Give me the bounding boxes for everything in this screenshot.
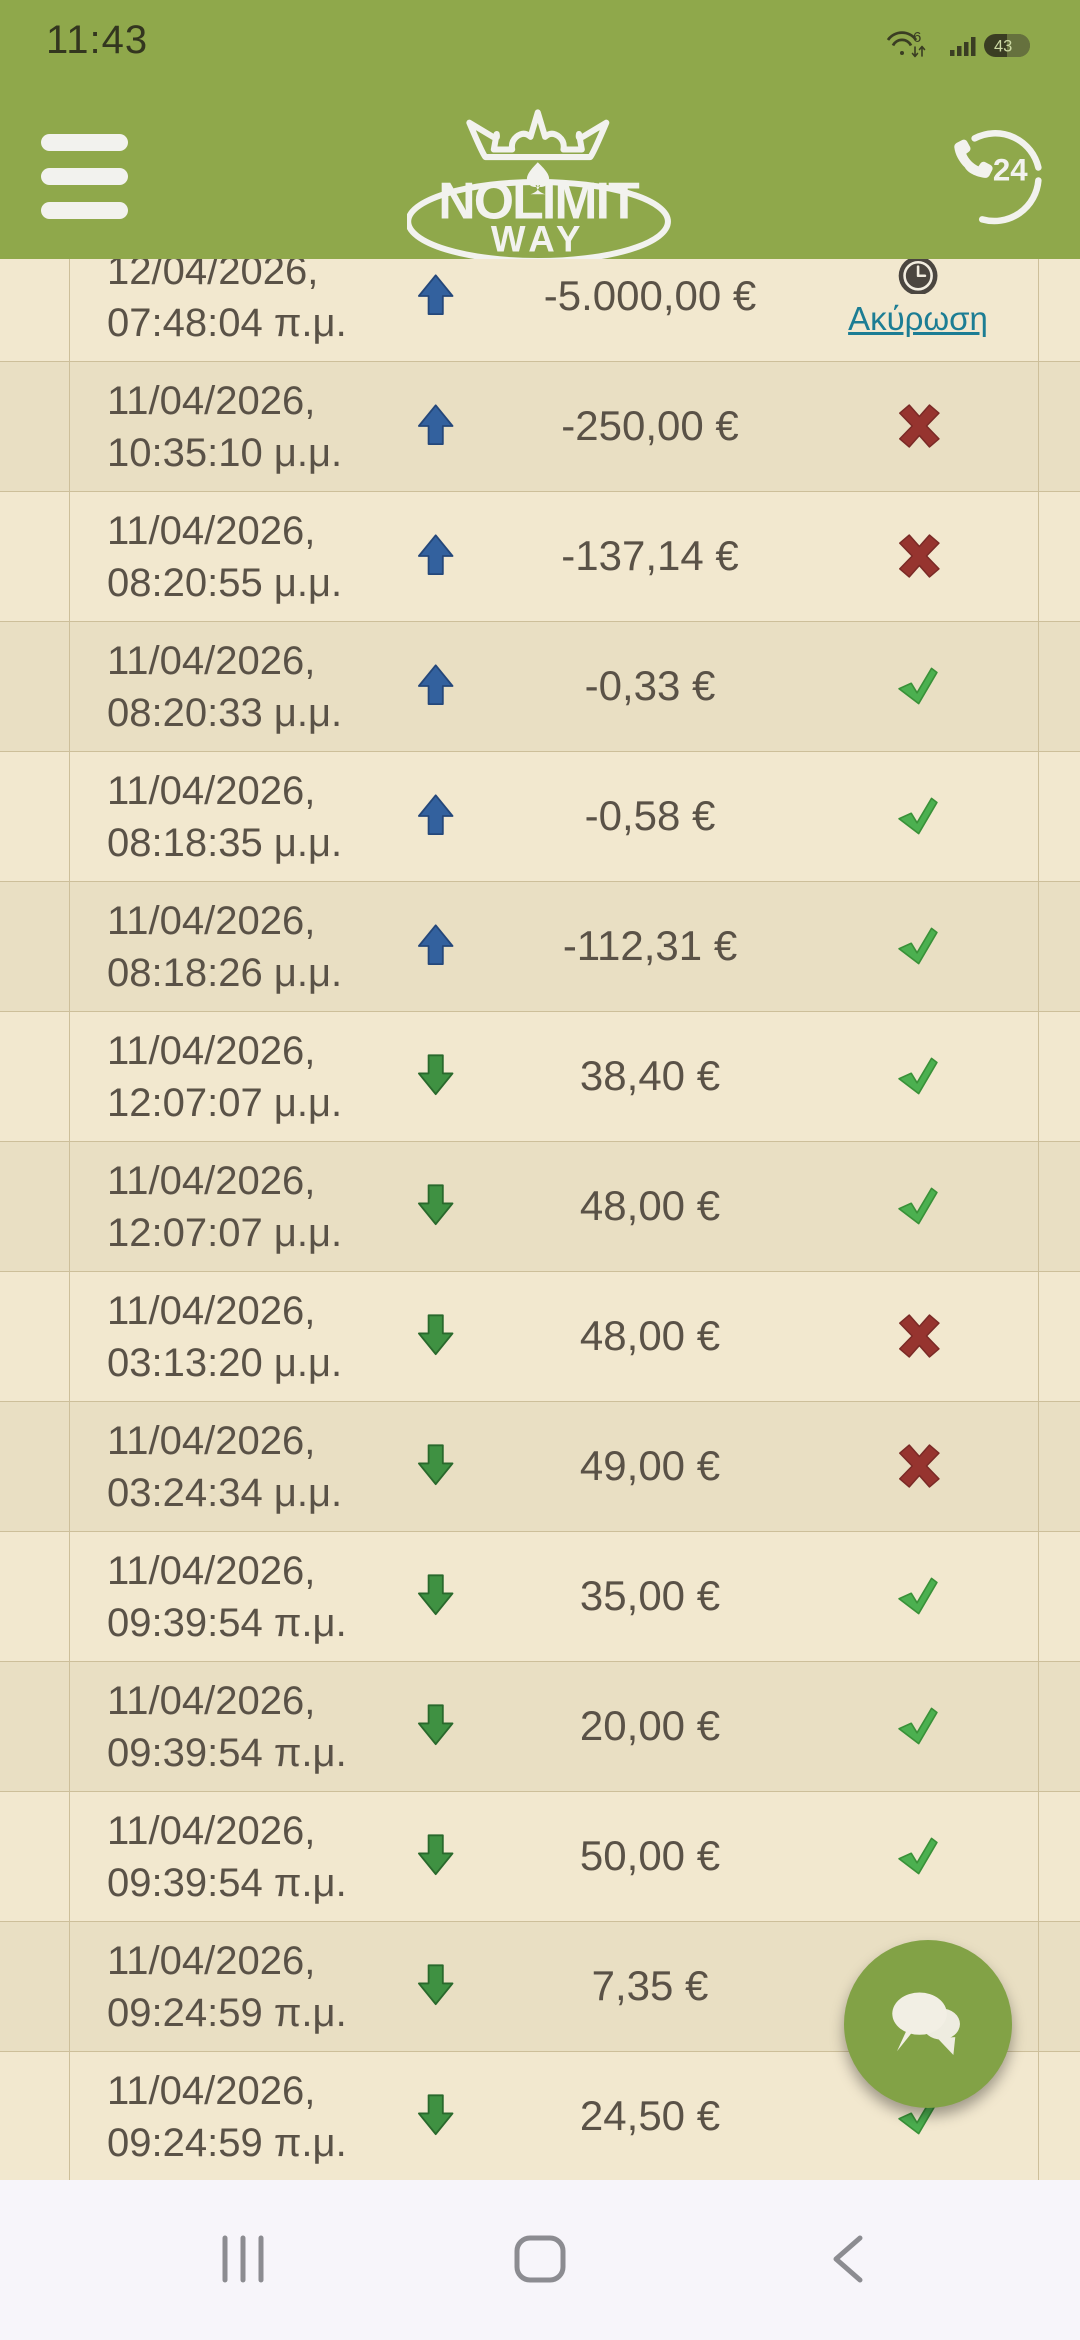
svg-text:43: 43 xyxy=(994,38,1012,56)
svg-text:6: 6 xyxy=(913,29,921,46)
svg-text:WAY: WAY xyxy=(491,219,585,260)
svg-text:24: 24 xyxy=(993,152,1028,187)
